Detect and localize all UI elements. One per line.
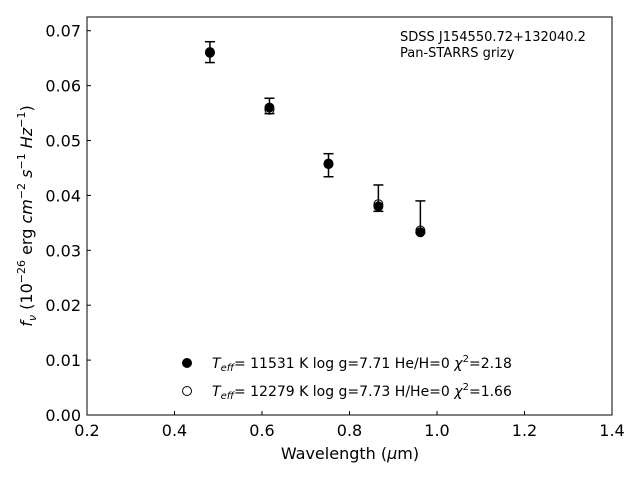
y-tick-label: 0.06 — [45, 77, 81, 96]
annotation-line-2: Pan-STARRS grizy — [400, 46, 515, 61]
y-tick-label: 0.00 — [45, 406, 81, 425]
legend-marker-filled — [182, 358, 192, 368]
x-tick-label: 1.4 — [599, 421, 624, 440]
legend: Teff= 11531 K log g=7.71 He/H=0 χ2=2.18 … — [182, 354, 512, 402]
x-tick-label: 0.8 — [337, 421, 362, 440]
plot-frame — [86, 16, 613, 416]
y-tick-label: 0.07 — [45, 22, 81, 41]
y-tick-label: 0.04 — [45, 186, 81, 205]
model-point-open — [264, 104, 275, 115]
y-axis-label: fν (10−26 erg cm−2 s−1 Hz−1) — [15, 105, 39, 326]
x-tick-label: 0.6 — [249, 421, 274, 440]
model-point-open — [323, 159, 334, 170]
y-tick-label: 0.05 — [45, 132, 81, 151]
axis-ticks: 0.2 0.4 0.6 0.8 1.0 1.2 1.4 0.00 0.01 0.02 0.03 0.0… — [45, 22, 624, 440]
x-axis-label: Wavelength (μm) — [281, 444, 419, 463]
x-tick-label: 0.2 — [74, 421, 99, 440]
x-tick-label: 1.0 — [424, 421, 449, 440]
x-tick-label: 1.2 — [512, 421, 537, 440]
x-tick-label: 0.4 — [162, 421, 187, 440]
model-point-open — [415, 225, 426, 236]
y-tick-label: 0.02 — [45, 296, 81, 315]
data-marks — [204, 40, 426, 238]
annotation-line-1: SDSS J154550.72+132040.2 — [400, 30, 586, 45]
model-point-open — [204, 47, 215, 58]
y-tick-label: 0.03 — [45, 241, 81, 260]
legend-entry-2: Teff= 12279 K log g=7.73 H/He=0 χ2=1.66 — [212, 382, 512, 402]
legend-entry-1: Teff= 11531 K log g=7.71 He/H=0 χ2=2.18 — [212, 354, 512, 374]
y-tick-label: 0.01 — [45, 351, 81, 370]
model-point-open — [373, 199, 384, 210]
legend-marker-open — [182, 386, 192, 396]
